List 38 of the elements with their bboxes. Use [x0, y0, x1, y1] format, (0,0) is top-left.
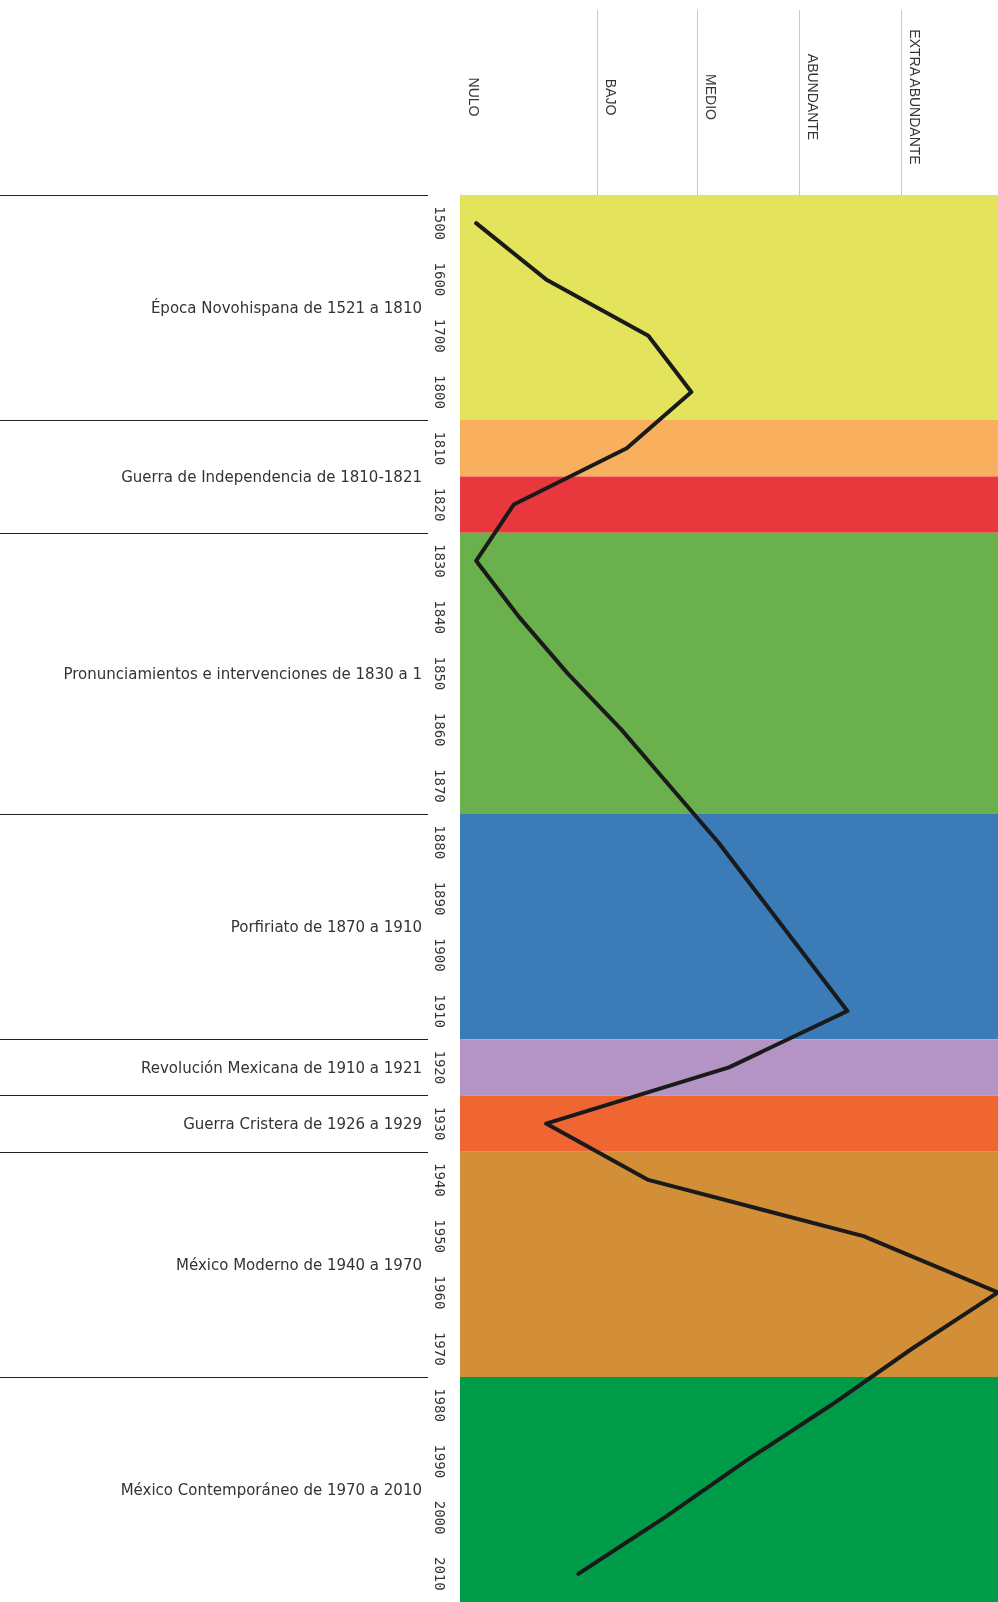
y-tick-label: 1910: [432, 994, 448, 1028]
y-tick-label: 1990: [432, 1444, 448, 1479]
y-tick-label: 1840: [432, 600, 448, 634]
y-tick-label: 1500: [432, 206, 448, 240]
y-tick-label: 1890: [432, 881, 448, 916]
y-tick-label: 2000: [432, 1500, 448, 1535]
y-tick-label: 1700: [432, 318, 448, 353]
y-tick-label: 1600: [432, 262, 448, 297]
y-tick-label: 1940: [432, 1163, 448, 1197]
text: NULO: [466, 77, 482, 117]
band-label: Pronunciamientos e intervenciones de 1830 a 1: [0, 532, 428, 816]
band-label: México Contemporáneo de 1970 a 2010: [0, 1376, 428, 1602]
y-tick-label: 2010: [432, 1557, 448, 1591]
y-tick-label: 1870: [432, 769, 448, 803]
y-tick-label: 1820: [432, 487, 448, 522]
y-tick-label: 1810: [432, 431, 448, 466]
band-label: Época Novohispana de 1521 a 1810: [0, 195, 428, 422]
y-tick-label: 1920: [432, 1050, 448, 1085]
y-tick-label: 1800: [432, 375, 448, 409]
text: EXTRA ABUNDANTE: [907, 29, 924, 165]
text: BAJO: [603, 78, 620, 116]
band-label: México Moderno de 1940 a 1970: [0, 1151, 428, 1378]
y-tick-label: 1970: [432, 1331, 448, 1366]
y-tick-label: 1950: [432, 1219, 448, 1254]
text: ABUNDANTE: [804, 53, 821, 141]
y-tick-label: 1980: [432, 1388, 448, 1422]
y-tick-label: 1830: [432, 543, 448, 578]
y-tick-label: 1850: [432, 656, 448, 691]
band-label: Porfiriato de 1870 a 1910: [0, 814, 428, 1041]
band-label: Revolución Mexicana de 1910 a 1921: [0, 1039, 428, 1097]
y-tick-label: 1930: [432, 1106, 448, 1141]
y-tick-label: 1860: [432, 712, 448, 747]
band-label: Guerra Cristera de 1926 a 1929: [0, 1095, 428, 1153]
band-label: Guerra de Independencia de 1810-1821: [0, 420, 428, 534]
text: MEDIO: [702, 74, 719, 120]
y-tick-label: 1900: [432, 937, 448, 972]
y-tick-label: 1960: [432, 1275, 448, 1310]
y-tick-label: 1880: [432, 825, 448, 860]
